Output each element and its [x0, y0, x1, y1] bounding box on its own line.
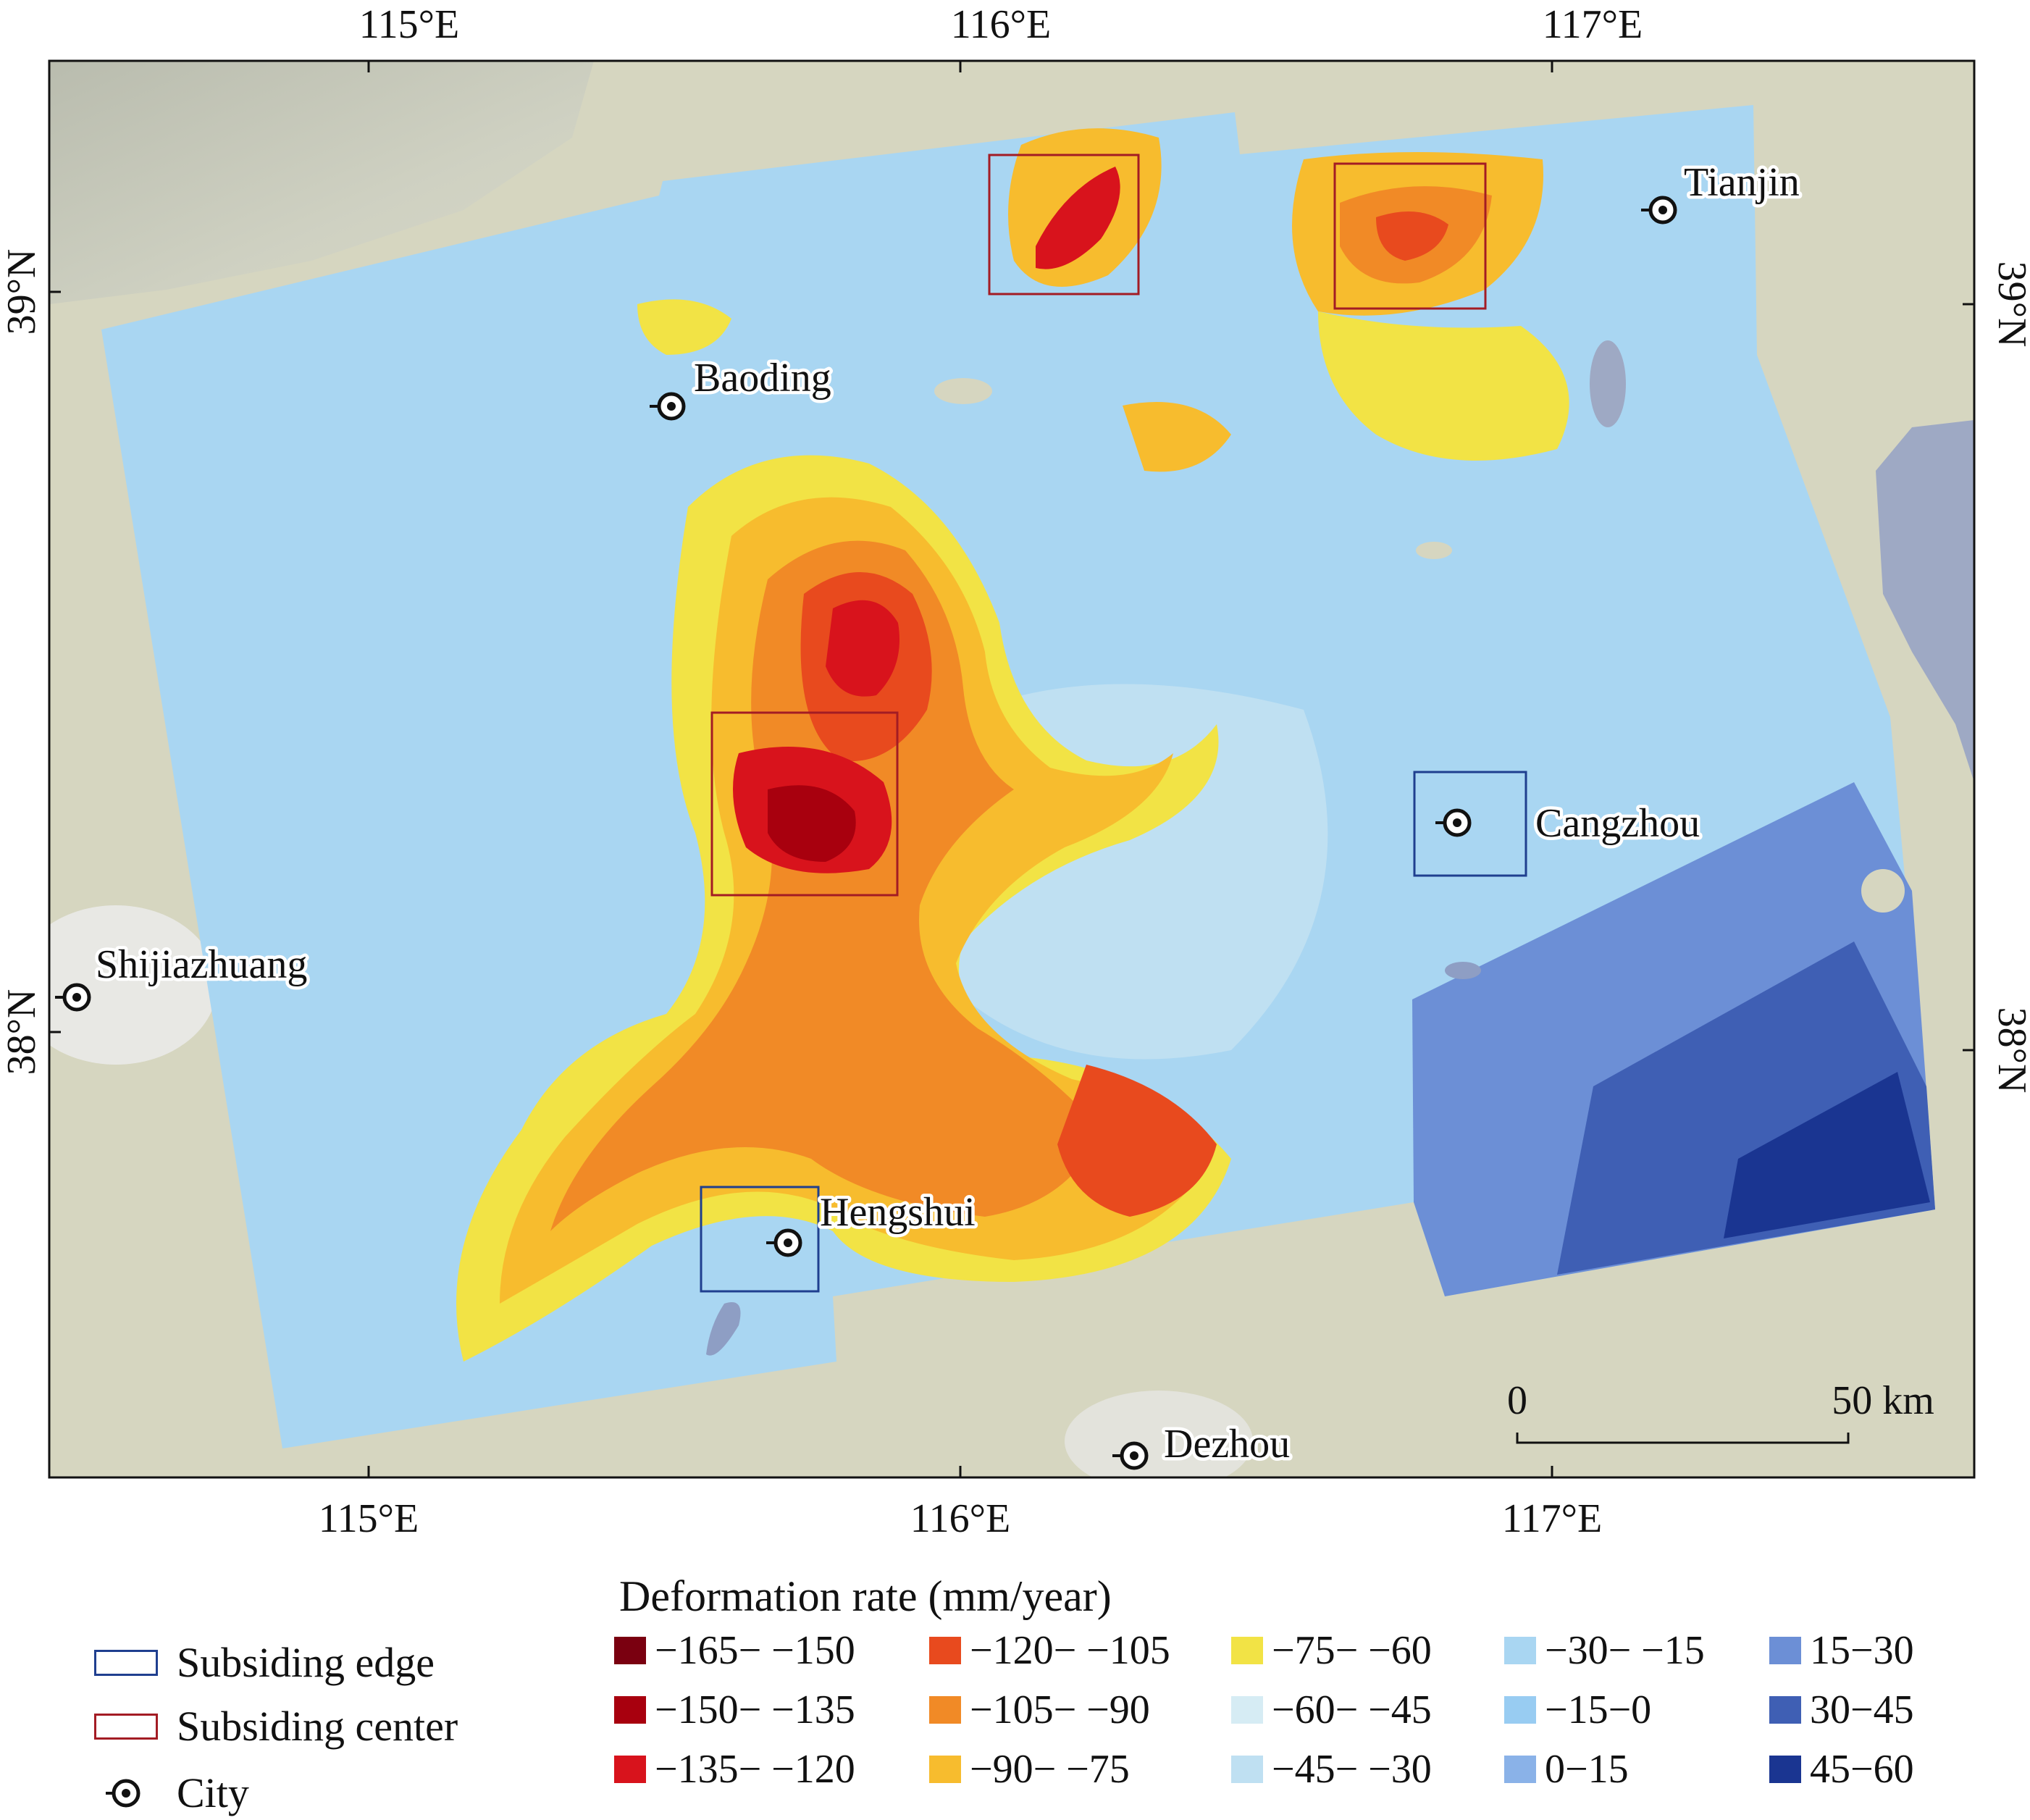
subsiding-edge-box: [700, 1186, 820, 1293]
legend-class-label: 45−60: [1810, 1747, 1914, 1792]
subsidence-bands: [456, 128, 1569, 1362]
legend-class-item: −45− −30: [1231, 1746, 1432, 1792]
legend-class-label: 0−15: [1545, 1747, 1629, 1792]
subsiding-center-box: [710, 711, 899, 897]
city-icon: [94, 1771, 158, 1815]
lat-label-right-39: 39°N: [1989, 261, 2030, 348]
city-marker-tianjin: Tianjin: [1641, 157, 1803, 225]
legend-class-swatch: [614, 1756, 646, 1783]
legend-class-item: −90− −75: [929, 1746, 1130, 1792]
legend-class-item: −15−0: [1504, 1687, 1651, 1733]
legend-class-item: 30−45: [1769, 1687, 1914, 1733]
mountain-terrain: [49, 61, 594, 304]
map-frame: [48, 59, 1976, 1479]
legend-class-label: −60− −45: [1272, 1687, 1432, 1732]
legend-class-swatch: [929, 1696, 961, 1724]
city-marker-cangzhou: Cangzhou: [1435, 798, 1703, 850]
legend-subsiding-edge: Subsiding edge: [94, 1638, 435, 1687]
city-label-dezhou: Dezhou: [1164, 1422, 1290, 1467]
legend-class-label: −105− −90: [970, 1687, 1150, 1732]
legend-class-label: −75− −60: [1272, 1628, 1432, 1673]
lon-label-bottom-117: 117°E: [1502, 1496, 1603, 1541]
legend-class-label: −150− −135: [655, 1687, 855, 1732]
legend-class-item: −150− −135: [614, 1687, 855, 1733]
legend-class-label: −30− −15: [1545, 1628, 1705, 1673]
legend-class-swatch: [1231, 1637, 1263, 1664]
city-label-baoding: Baoding: [694, 356, 831, 401]
city-label-hengshui: Hengshui: [820, 1190, 976, 1235]
scale-end-label: 50 km: [1832, 1378, 1934, 1423]
city-markers: Tianjin Baoding Cangzhou Shijiazhuang Hengsh…: [55, 157, 1803, 1470]
uplift-zone-max: [1724, 1072, 1930, 1238]
masked-areas: [934, 378, 1905, 913]
city-label-cangzhou: Cangzhou: [1535, 801, 1700, 846]
scale-start-label: 0: [1507, 1378, 1527, 1423]
map-area: Tianjin Baoding Cangzhou Shijiazhuang Hengsh…: [49, 61, 1974, 1477]
city-marker-hengshui: Hengshui: [766, 1187, 978, 1257]
legend-class-swatch: [1231, 1756, 1263, 1783]
legend-class-item: 45−60: [1769, 1746, 1914, 1792]
lon-label-top-115: 115°E: [359, 2, 460, 47]
legend-class-swatch: [1769, 1637, 1801, 1664]
subsiding-center-box: [1333, 162, 1487, 310]
lat-label-right-38: 38°N: [1989, 1007, 2030, 1094]
legend-class-item: −75− −60: [1231, 1627, 1432, 1674]
lat-label-left-39: 39°N: [0, 249, 44, 335]
subsiding-edge-swatch: [94, 1649, 158, 1676]
city-marker-shijiazhuang: Shijiazhuang: [55, 939, 311, 1012]
lat-label-left-38: 38°N: [0, 989, 44, 1075]
legend-symbol-label: Subsiding edge: [177, 1639, 435, 1686]
city-marker-dezhou: Dezhou: [1112, 1419, 1293, 1470]
legend-class-swatch: [1504, 1637, 1536, 1664]
legend-class-item: −165− −150: [614, 1627, 855, 1674]
subsiding-center-box: [988, 154, 1140, 295]
legend-subsiding-center: Subsiding center: [94, 1702, 458, 1750]
legend-symbol-label: Subsiding center: [177, 1703, 458, 1750]
legend-class-item: −120− −105: [929, 1627, 1170, 1674]
legend-class-item: −135− −120: [614, 1746, 855, 1792]
city-label-shijiazhuang: Shijiazhuang: [96, 942, 307, 987]
subsiding-edge-box: [1413, 771, 1527, 877]
city-marker-baoding: Baoding: [650, 353, 834, 421]
legend-class-swatch: [1504, 1696, 1536, 1724]
legend-class-label: 15−30: [1810, 1628, 1914, 1673]
lon-label-top-117: 117°E: [1543, 2, 1643, 47]
legend-class-label: −15−0: [1545, 1687, 1652, 1732]
scale-bar: 0 50 km: [1507, 1378, 1934, 1444]
legend-class-item: 0−15: [1504, 1746, 1629, 1792]
sea: [1876, 420, 1974, 782]
legend-class-swatch: [1231, 1696, 1263, 1724]
legend-class-label: −120− −105: [970, 1628, 1170, 1673]
legend-title: Deformation rate (mm/year): [619, 1572, 1112, 1620]
legend-symbol-label: City: [177, 1769, 249, 1816]
legend-class-swatch: [614, 1637, 646, 1664]
legend-class-item: −105− −90: [929, 1687, 1150, 1733]
urban-area: [49, 905, 217, 1065]
legend-class-swatch: [1504, 1756, 1536, 1783]
lon-label-bottom-116: 116°E: [910, 1496, 1011, 1541]
legend-class-swatch: [1769, 1696, 1801, 1724]
legend-city: City: [94, 1769, 249, 1817]
water-bodies: [706, 340, 1626, 1356]
legend-class-label: −165− −150: [655, 1628, 855, 1673]
city-label-tianjin: Tianjin: [1684, 160, 1800, 205]
legend-class-swatch: [929, 1756, 961, 1783]
legend-class-label: −45− −30: [1272, 1747, 1432, 1792]
legend-class-swatch: [929, 1637, 961, 1664]
legend-class-item: −30− −15: [1504, 1627, 1705, 1674]
legend-class-label: −135− −120: [655, 1747, 855, 1792]
legend-class-item: 15−30: [1769, 1627, 1914, 1674]
urban-area-dezhou: [1065, 1391, 1253, 1477]
legend-class-swatch: [614, 1696, 646, 1724]
legend-class-label: −90− −75: [970, 1747, 1130, 1792]
graticule-ticks: [49, 61, 1974, 1477]
legend-class-label: 30−45: [1810, 1687, 1914, 1732]
subsiding-center-swatch: [94, 1713, 158, 1740]
lon-label-top-116: 116°E: [951, 2, 1052, 47]
legend-class-item: −60− −45: [1231, 1687, 1432, 1733]
lon-label-bottom-115: 115°E: [319, 1496, 419, 1541]
legend-class-swatch: [1769, 1756, 1801, 1783]
